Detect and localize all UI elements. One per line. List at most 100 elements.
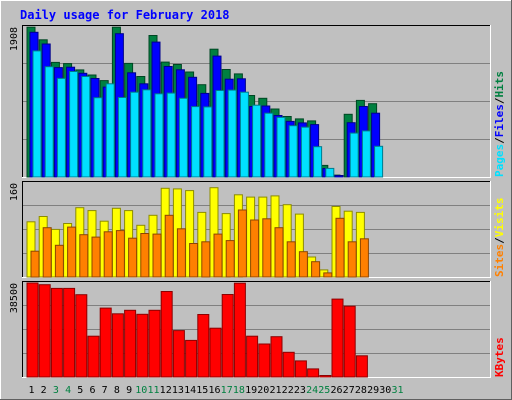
bar-kbytes-day-26 bbox=[331, 298, 344, 378]
x-tick-label: 11 bbox=[147, 385, 159, 396]
bar-sites-day-27 bbox=[347, 241, 357, 278]
bar-pages-day-10 bbox=[142, 89, 152, 178]
bar-kbytes-day-17 bbox=[221, 294, 234, 378]
x-tick-label: 26 bbox=[330, 385, 342, 396]
x-tick-label: 2 bbox=[41, 385, 47, 396]
bar-pages-day-12 bbox=[166, 92, 176, 178]
bar-pages-day-17 bbox=[227, 89, 237, 178]
bar-pages-day-2 bbox=[44, 66, 54, 178]
bar-sites-day-10 bbox=[140, 233, 150, 278]
bar-kbytes-day-14 bbox=[185, 339, 198, 378]
bar-sites-day-22 bbox=[286, 241, 296, 278]
bar-sites-day-8 bbox=[115, 230, 125, 278]
x-tick-label: 28 bbox=[355, 385, 367, 396]
x-tick-label: 9 bbox=[126, 385, 132, 396]
bar-pages-day-24 bbox=[313, 146, 323, 178]
x-tick-label: 12 bbox=[160, 385, 172, 396]
bar-sites-day-16 bbox=[213, 233, 223, 278]
bar-kbytes-day-23 bbox=[294, 360, 307, 378]
bar-sites-day-12 bbox=[164, 214, 174, 278]
x-tick-label: 17 bbox=[221, 385, 233, 396]
bar-pages-day-4 bbox=[69, 71, 79, 178]
bar-kbytes-day-13 bbox=[172, 330, 185, 378]
x-tick-label: 19 bbox=[245, 385, 257, 396]
x-tick-label: 14 bbox=[184, 385, 196, 396]
bar-pages-day-14 bbox=[191, 106, 201, 178]
bar-sites-day-26 bbox=[335, 217, 345, 278]
bar-pages-day-13 bbox=[178, 97, 188, 178]
bar-pages-day-18 bbox=[239, 91, 249, 178]
hits-files-pages-panel: 1908 Pages/Files/Hits bbox=[9, 25, 506, 178]
bar-kbytes-day-3 bbox=[50, 287, 63, 378]
bar-kbytes-day-7 bbox=[99, 307, 112, 378]
x-tick-label: 25 bbox=[318, 385, 330, 396]
bar-pages-day-7 bbox=[105, 83, 115, 178]
bar-sites-day-20 bbox=[262, 218, 272, 278]
bar-sites-day-24 bbox=[311, 261, 321, 278]
bar-pages-day-27 bbox=[349, 132, 359, 178]
bar-files-day-26 bbox=[334, 175, 344, 178]
bar-pages-day-1 bbox=[32, 50, 42, 178]
bar-kbytes-day-6 bbox=[87, 335, 100, 378]
bar-pages-day-23 bbox=[300, 126, 310, 178]
bar-pages-day-6 bbox=[93, 97, 103, 178]
bar-pages-day-8 bbox=[117, 97, 127, 178]
bar-pages-day-21 bbox=[276, 116, 286, 178]
x-tick-label: 3 bbox=[53, 385, 59, 396]
bar-sites-day-15 bbox=[201, 241, 211, 278]
kbytes-legend: KBytes bbox=[493, 337, 506, 377]
bar-kbytes-day-20 bbox=[258, 343, 271, 378]
bar-sites-day-13 bbox=[176, 228, 186, 278]
bar-sites-day-23 bbox=[298, 251, 308, 278]
bar-kbytes-day-21 bbox=[270, 336, 283, 378]
bar-kbytes-day-27 bbox=[343, 305, 356, 378]
bar-kbytes-day-16 bbox=[209, 327, 222, 378]
bar-kbytes-day-9 bbox=[124, 309, 137, 378]
bar-sites-day-21 bbox=[274, 227, 284, 278]
bar-pages-day-16 bbox=[215, 90, 225, 178]
chart-title: Daily usage for February 2018 bbox=[20, 8, 230, 22]
bar-kbytes-day-25 bbox=[319, 375, 332, 378]
bar-pages-day-9 bbox=[130, 91, 140, 178]
bar-pages-day-11 bbox=[154, 93, 164, 178]
bar-sites-day-6 bbox=[91, 236, 101, 278]
bar-sites-day-18 bbox=[237, 209, 247, 278]
x-tick-label: 6 bbox=[89, 385, 95, 396]
bar-pages-day-3 bbox=[56, 77, 66, 178]
bar-pages-day-19 bbox=[252, 104, 262, 178]
x-tick-label: 1 bbox=[28, 385, 34, 396]
bar-kbytes-day-11 bbox=[148, 309, 161, 378]
bar-sites-day-19 bbox=[250, 219, 260, 278]
bar-pages-day-29 bbox=[374, 145, 384, 178]
bar-sites-day-4 bbox=[67, 226, 77, 278]
x-tick-label: 21 bbox=[269, 385, 281, 396]
x-tick-label: 10 bbox=[135, 385, 147, 396]
bar-sites-day-11 bbox=[152, 233, 162, 278]
x-tick-label: 4 bbox=[65, 385, 71, 396]
x-tick-label: 13 bbox=[172, 385, 184, 396]
x-tick-label: 5 bbox=[77, 385, 83, 396]
bar-kbytes-day-19 bbox=[246, 335, 259, 378]
bar-kbytes-day-8 bbox=[111, 313, 124, 378]
bar-kbytes-day-22 bbox=[282, 351, 295, 378]
bar-pages-day-25 bbox=[325, 167, 335, 178]
bar-sites-day-17 bbox=[225, 240, 235, 278]
bar-sites-day-28 bbox=[359, 238, 369, 278]
bar-kbytes-day-5 bbox=[75, 294, 88, 378]
x-tick-label: 18 bbox=[233, 385, 245, 396]
bar-kbytes-day-1 bbox=[26, 282, 39, 378]
x-tick-label: 31 bbox=[391, 385, 403, 396]
x-tick-label: 7 bbox=[102, 385, 108, 396]
bar-kbytes-day-2 bbox=[38, 284, 51, 378]
hits-files-pages-legend: Pages/Files/Hits bbox=[493, 71, 506, 177]
bar-pages-day-20 bbox=[264, 112, 274, 178]
bar-kbytes-day-28 bbox=[355, 355, 368, 378]
y-tick-kbytes: 38500 bbox=[9, 283, 20, 313]
bar-sites-day-25 bbox=[323, 272, 333, 278]
bar-sites-day-1 bbox=[30, 250, 40, 278]
x-tick-label: 8 bbox=[114, 385, 120, 396]
bar-kbytes-day-10 bbox=[136, 313, 149, 378]
x-tick-label: 20 bbox=[257, 385, 269, 396]
y-tick-visits: 160 bbox=[9, 183, 20, 201]
